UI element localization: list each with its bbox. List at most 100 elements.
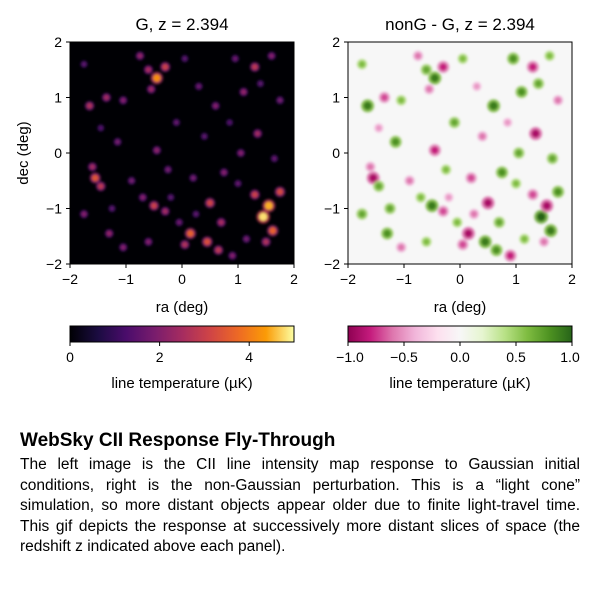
perturbation-blob bbox=[378, 91, 391, 104]
perturbation-blob bbox=[540, 199, 554, 213]
source-blob bbox=[184, 227, 197, 240]
x-tick-label: −1 bbox=[396, 271, 412, 287]
source-blob bbox=[143, 65, 154, 75]
source-blob bbox=[127, 176, 136, 185]
perturbation-blob bbox=[421, 236, 432, 247]
perturbation-blob bbox=[477, 131, 488, 142]
perturbation-blob bbox=[437, 60, 450, 74]
source-blob bbox=[160, 206, 170, 216]
perturbation-blob bbox=[472, 81, 482, 92]
source-blob bbox=[211, 101, 220, 111]
y-tick-label: −2 bbox=[324, 256, 340, 272]
source-blob bbox=[150, 71, 164, 85]
panel-left-sources bbox=[79, 51, 286, 260]
perturbation-blob bbox=[396, 242, 407, 253]
perturbation-blob bbox=[504, 249, 517, 262]
y-tick-label: 2 bbox=[332, 34, 340, 50]
source-blob bbox=[152, 145, 162, 155]
colorbar-left-ticks bbox=[69, 342, 250, 346]
perturbation-blob bbox=[534, 209, 549, 224]
perturbation-blob bbox=[437, 205, 449, 217]
perturbation-blob bbox=[546, 152, 559, 165]
perturbation-blob bbox=[532, 77, 545, 90]
source-blob bbox=[138, 193, 148, 202]
perturbation-blob bbox=[356, 58, 368, 70]
panel-right-sources bbox=[356, 50, 565, 262]
source-blob bbox=[97, 124, 105, 132]
colorbar-left bbox=[69, 325, 295, 343]
source-blob bbox=[252, 128, 263, 139]
source-blob bbox=[148, 200, 160, 211]
y-tick-label: 0 bbox=[332, 145, 340, 161]
source-blob bbox=[219, 168, 229, 177]
source-blob bbox=[234, 179, 242, 188]
panel-left-ylabel: dec (deg) bbox=[15, 121, 32, 184]
perturbation-blob bbox=[424, 83, 435, 95]
source-blob bbox=[84, 100, 95, 111]
perturbation-blob bbox=[478, 235, 492, 249]
perturbation-blob bbox=[468, 208, 480, 220]
source-blob bbox=[79, 209, 89, 219]
colorbar-tick-label: 1.0 bbox=[560, 349, 580, 365]
source-blob bbox=[275, 96, 285, 105]
perturbation-blob bbox=[551, 185, 565, 198]
perturbation-blob bbox=[526, 60, 539, 74]
source-blob bbox=[118, 243, 128, 252]
perturbation-blob bbox=[389, 135, 402, 148]
panel-left-background bbox=[70, 42, 294, 264]
y-tick-label: −2 bbox=[46, 256, 62, 272]
panel-right-title: nonG - G, z = 2.394 bbox=[385, 15, 535, 34]
panel-left: G, z = 2.394 −2 −1 0 1 2 2 1 0 −1 −2 ra … bbox=[15, 15, 298, 392]
perturbation-blob bbox=[415, 192, 426, 203]
perturbation-blob bbox=[440, 164, 452, 175]
perturbation-blob bbox=[356, 208, 368, 220]
source-blob bbox=[228, 251, 237, 260]
colorbar-tick-label: 0 bbox=[66, 349, 74, 365]
perturbation-blob bbox=[538, 236, 550, 247]
perturbation-blob bbox=[412, 50, 424, 62]
source-blob bbox=[270, 154, 279, 163]
source-blob bbox=[192, 210, 200, 218]
source-blob bbox=[95, 181, 106, 192]
source-blob bbox=[267, 51, 276, 61]
perturbation-blob bbox=[490, 244, 503, 257]
source-blob bbox=[249, 189, 260, 200]
source-blob bbox=[231, 54, 240, 63]
source-blob bbox=[80, 60, 88, 69]
source-blob bbox=[249, 61, 260, 72]
perturbation-blob bbox=[420, 64, 433, 76]
y-tick-label: 1 bbox=[54, 90, 62, 106]
colorbar-right bbox=[347, 325, 573, 343]
source-blob bbox=[266, 224, 279, 237]
perturbation-blob bbox=[529, 127, 543, 141]
source-blob bbox=[261, 236, 271, 247]
caption-body: The left image is the CII line intensity… bbox=[20, 456, 580, 555]
source-blob bbox=[239, 87, 249, 97]
panel-right-ticks bbox=[344, 41, 573, 268]
perturbation-blob bbox=[461, 226, 475, 241]
source-blob bbox=[118, 95, 128, 105]
colorbar-tick-label: −0.5 bbox=[390, 349, 418, 365]
y-tick-label: 0 bbox=[54, 145, 62, 161]
perturbation-blob bbox=[373, 180, 385, 192]
perturbation-blob bbox=[381, 227, 394, 240]
source-blob bbox=[180, 54, 189, 63]
panel-right-background bbox=[348, 42, 572, 264]
perturbation-blob bbox=[428, 71, 442, 85]
source-blob bbox=[236, 148, 246, 158]
perturbation-blob bbox=[384, 202, 396, 215]
source-blob bbox=[87, 162, 98, 172]
x-tick-label: −1 bbox=[118, 271, 134, 287]
source-blob bbox=[135, 51, 145, 61]
perturbation-blob bbox=[507, 52, 520, 65]
caption: WebSky CII Response Fly-Through The left… bbox=[20, 430, 580, 558]
perturbation-blob bbox=[544, 224, 558, 238]
source-blob bbox=[101, 92, 112, 103]
panel-left-ticks bbox=[66, 41, 295, 268]
perturbation-blob bbox=[425, 199, 439, 213]
panel-left-title: G, z = 2.394 bbox=[135, 15, 228, 34]
perturbation-blob bbox=[495, 166, 509, 179]
source-blob bbox=[242, 234, 251, 244]
source-blob bbox=[200, 132, 209, 141]
x-tick-label: −2 bbox=[340, 271, 356, 287]
